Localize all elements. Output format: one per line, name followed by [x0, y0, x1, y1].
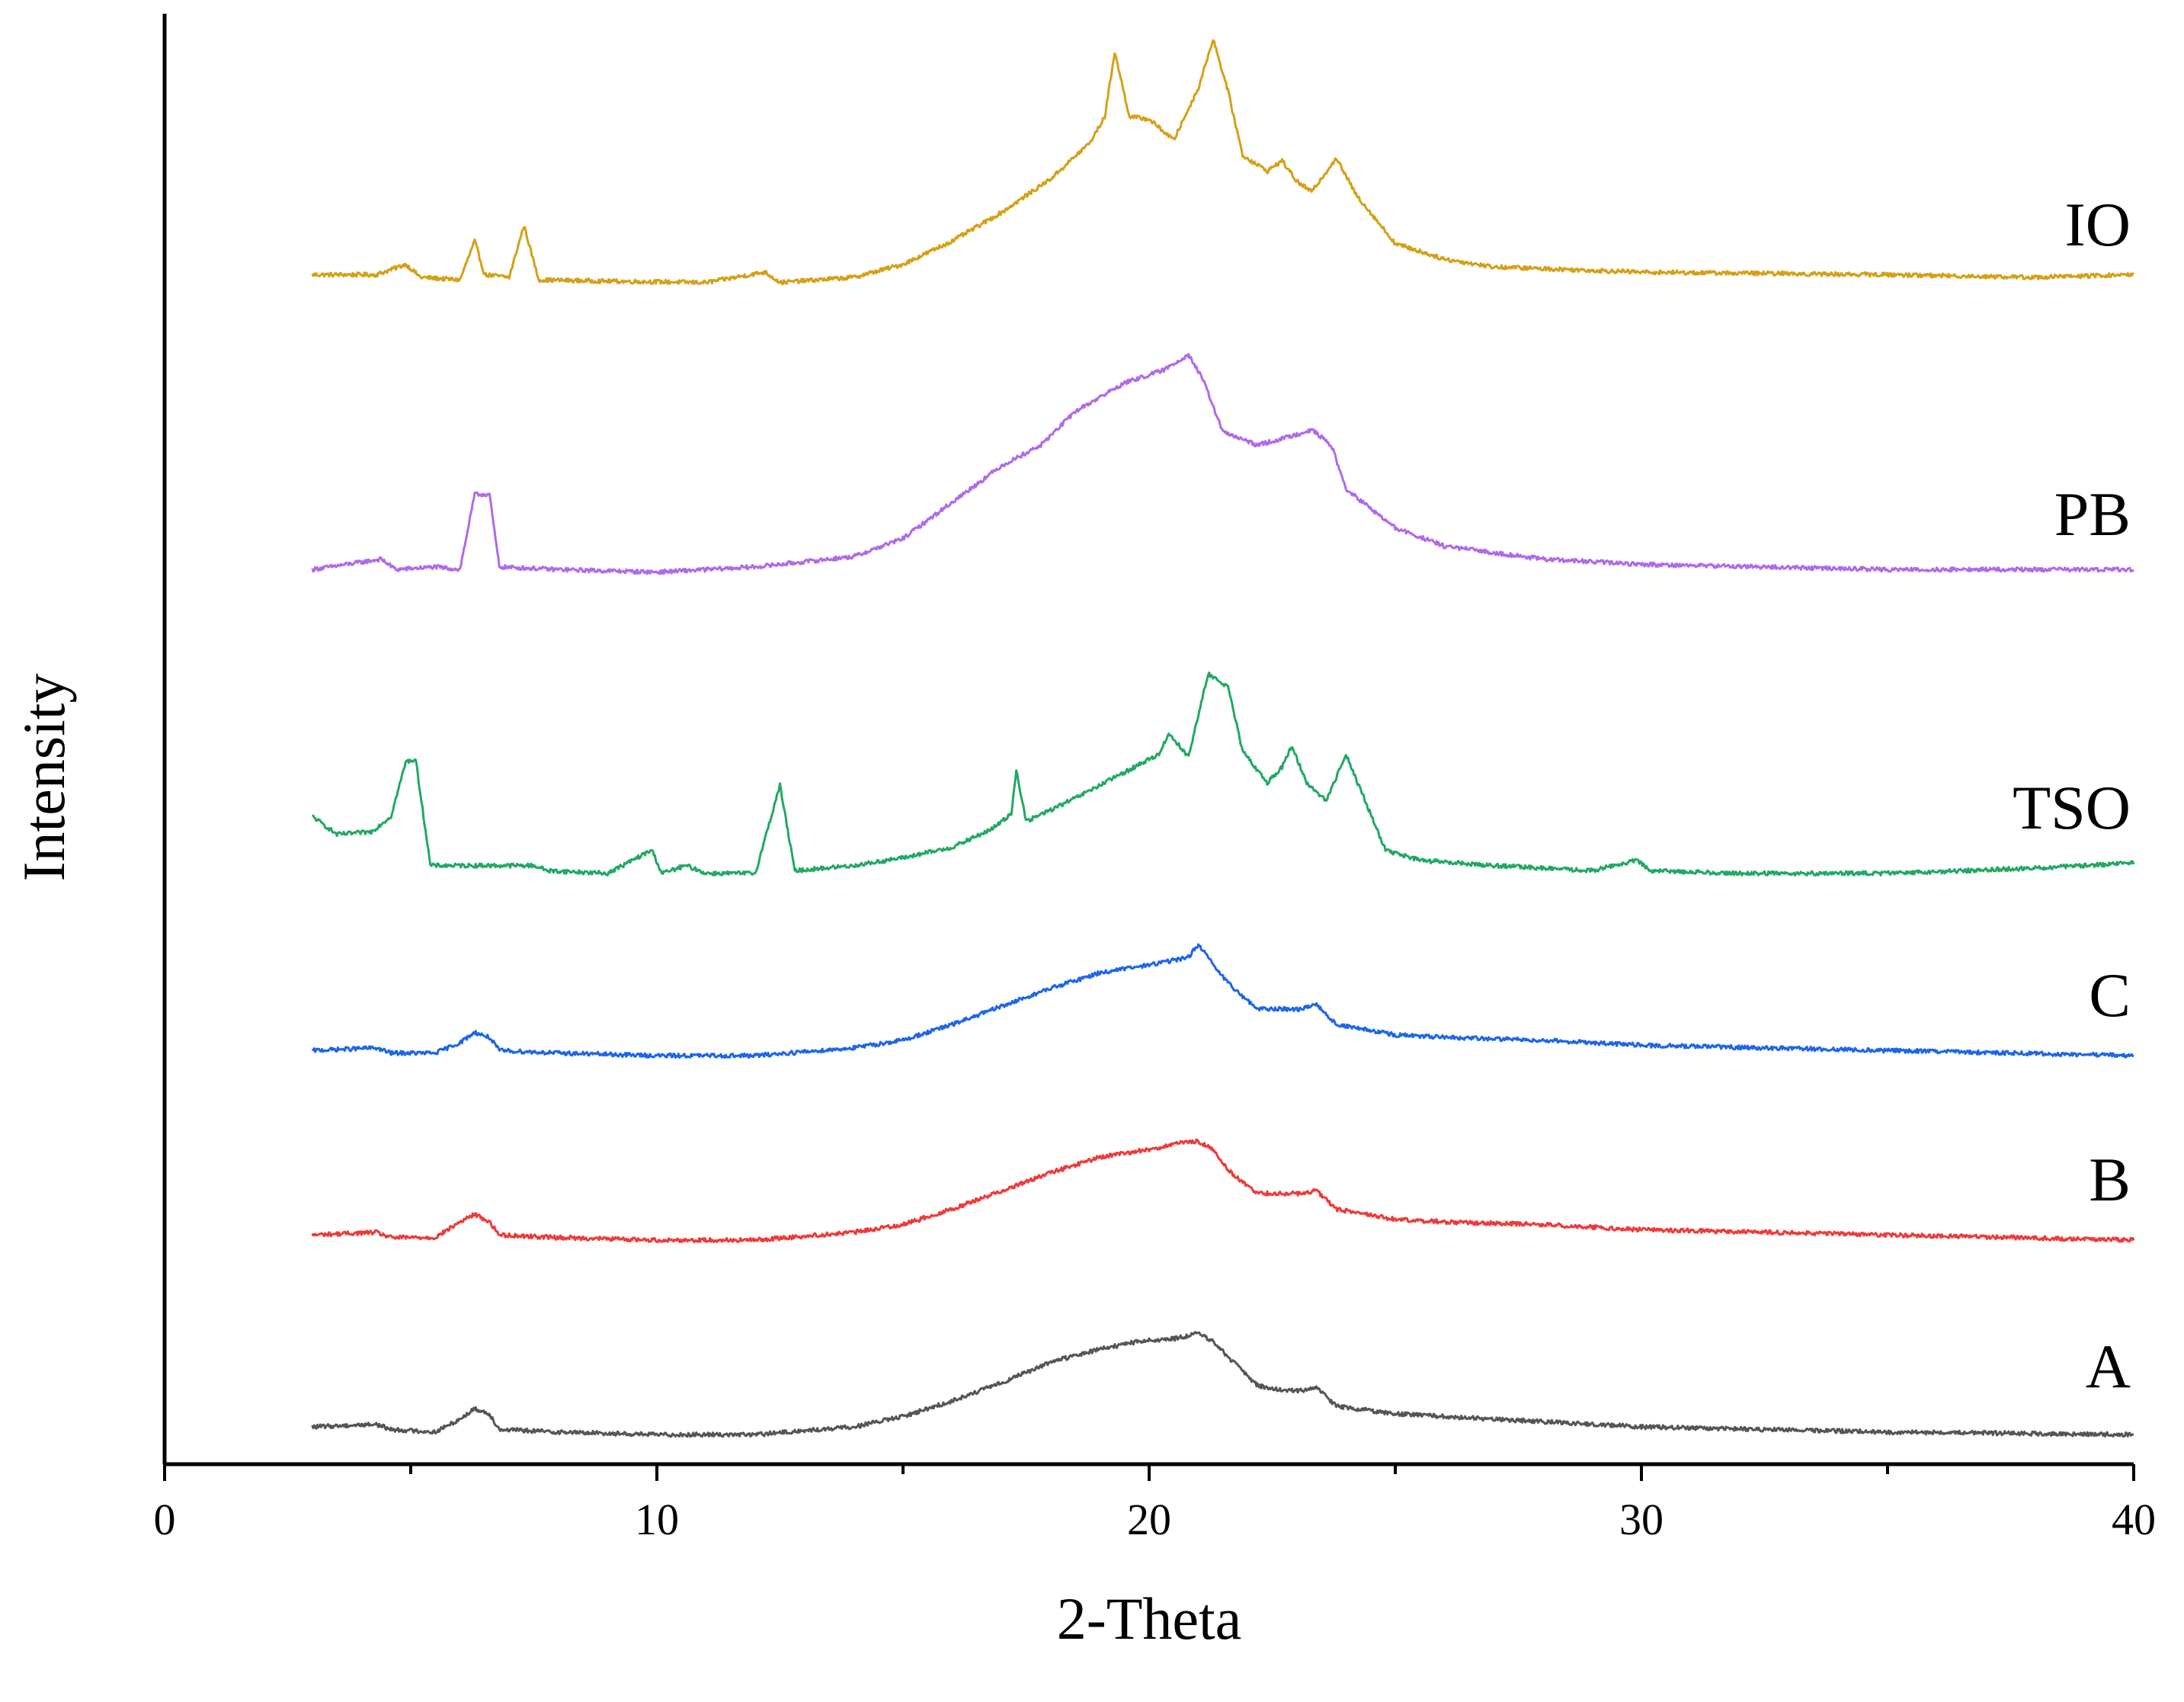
- series-label-a: A: [2086, 1332, 2131, 1401]
- x-ticks: 0 10 20 30 40: [154, 1464, 2156, 1544]
- x-axis-title: 2-Theta: [1057, 1585, 1242, 1652]
- series-label-b: B: [2089, 1145, 2131, 1214]
- series-line-pb: [311, 353, 2135, 575]
- series-line-b: [311, 1138, 2135, 1244]
- y-axis-title: Intensity: [11, 674, 77, 882]
- series-line-io: [311, 39, 2135, 286]
- series-line-a: [311, 1331, 2134, 1438]
- series-label-io: IO: [2064, 190, 2131, 259]
- x-tick-label: 10: [635, 1495, 679, 1544]
- series-label-tso: TSO: [2013, 773, 2131, 842]
- x-tick-label: 30: [1619, 1495, 1664, 1544]
- x-tick-label: 20: [1127, 1495, 1171, 1544]
- series-line-tso: [311, 672, 2135, 877]
- series-labels: IO PB TSO C B A: [2013, 190, 2131, 1401]
- series-layer: [311, 39, 2135, 1438]
- series-label-c: C: [2089, 960, 2131, 1030]
- series-line-c: [311, 943, 2134, 1059]
- series-label-pb: PB: [2054, 479, 2131, 549]
- x-tick-label: 40: [2112, 1495, 2156, 1544]
- x-tick-label: 0: [154, 1495, 176, 1544]
